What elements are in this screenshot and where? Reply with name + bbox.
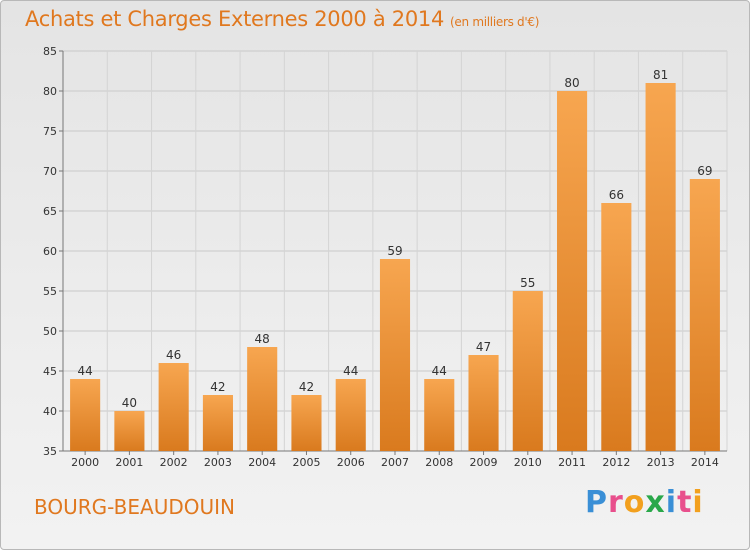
logo-letter: o [623, 485, 646, 520]
bar-2009 [468, 355, 499, 451]
logo-letter: x [645, 485, 666, 520]
data-label-2004: 48 [255, 332, 270, 346]
x-tick-label: 2004 [248, 456, 276, 469]
data-label-2005: 42 [299, 380, 314, 394]
bar-2005 [291, 395, 322, 451]
data-label-2014: 69 [697, 164, 712, 178]
bar-2012 [601, 203, 632, 451]
y-tick-label: 70 [43, 165, 57, 178]
x-tick-label: 2011 [558, 456, 586, 469]
y-tick-label: 65 [43, 205, 57, 218]
y-tick-label: 80 [43, 85, 57, 98]
logo-letter: r [608, 485, 624, 520]
bar-2011 [557, 91, 588, 451]
y-tick-label: 85 [43, 45, 57, 58]
bar-2004 [247, 347, 278, 451]
bar-2013 [645, 83, 676, 451]
bar-2002 [158, 363, 189, 451]
data-labels: 44 40 46 42 48 42 44 59 44 47 55 80 66 81 69 [77, 68, 712, 410]
proxiti-logo: Proxiti [585, 485, 704, 520]
logo-letter: t [677, 485, 693, 520]
data-label-2009: 47 [476, 340, 491, 354]
x-tick-label: 2001 [115, 456, 143, 469]
y-tick-label: 75 [43, 125, 57, 138]
data-label-2010: 55 [520, 276, 535, 290]
x-tick-label: 2006 [337, 456, 365, 469]
data-label-2003: 42 [210, 380, 225, 394]
x-tick-label: 2009 [470, 456, 498, 469]
data-label-2001: 40 [122, 396, 137, 410]
x-tick-label: 2012 [602, 456, 630, 469]
x-tick-label: 2008 [425, 456, 453, 469]
x-tick-label: 2007 [381, 456, 409, 469]
x-tick-label: 2003 [204, 456, 232, 469]
y-tick-label: 35 [43, 445, 57, 458]
x-tick-label: 2010 [514, 456, 542, 469]
chart-unit-label: (en milliers d'€) [450, 15, 540, 29]
y-tick-label: 50 [43, 325, 57, 338]
bar-2001 [114, 411, 145, 451]
data-label-2002: 46 [166, 348, 181, 362]
logo-letter: P [585, 485, 608, 520]
commune-name: BOURG-BEAUDOUIN [34, 495, 235, 519]
bar-2003 [202, 395, 233, 451]
data-label-2012: 66 [609, 188, 624, 202]
chart-title: Achats et Charges Externes 2000 à 2014 (e… [25, 7, 539, 31]
bar-2008 [424, 379, 455, 451]
logo-letter: i [665, 485, 678, 520]
data-label-2011: 80 [564, 76, 579, 90]
logo-letter: i [692, 485, 704, 520]
x-tick-label: 2000 [71, 456, 99, 469]
bar-2006 [335, 379, 366, 451]
data-label-2008: 44 [432, 364, 447, 378]
x-tick-label: 2002 [160, 456, 188, 469]
bars [70, 83, 720, 451]
y-tick-label: 60 [43, 245, 57, 258]
chart-title-text: Achats et Charges Externes 2000 à 2014 [25, 7, 445, 31]
bar-2010 [512, 291, 543, 451]
data-label-2007: 59 [387, 244, 402, 258]
x-tick-label: 2005 [292, 456, 320, 469]
x-tick-label: 2013 [647, 456, 675, 469]
y-tick-label: 40 [43, 405, 57, 418]
data-label-2006: 44 [343, 364, 358, 378]
bar-2007 [379, 259, 411, 451]
bar-2000 [70, 379, 101, 451]
data-label-2000: 44 [77, 364, 92, 378]
axes: 35 40 45 50 55 60 65 70 75 80 85 2000 2001 2002 2003 20… [43, 45, 727, 469]
y-tick-label: 45 [43, 365, 57, 378]
x-tick-label: 2014 [691, 456, 719, 469]
data-label-2013: 81 [653, 68, 668, 82]
y-tick-label: 55 [43, 285, 57, 298]
bar-2014 [689, 179, 720, 451]
